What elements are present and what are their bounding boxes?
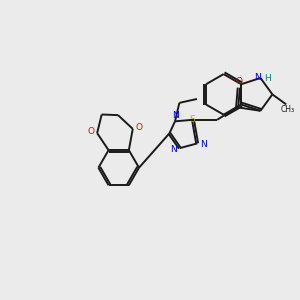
- Text: S: S: [190, 115, 196, 124]
- Text: N: N: [200, 140, 207, 149]
- Text: O: O: [235, 77, 242, 86]
- Text: N: N: [172, 111, 179, 120]
- Text: N: N: [254, 74, 261, 82]
- Text: N: N: [170, 145, 177, 154]
- Text: H: H: [264, 74, 270, 83]
- Text: CH₃: CH₃: [280, 105, 295, 114]
- Text: O: O: [136, 123, 143, 132]
- Text: O: O: [87, 127, 94, 136]
